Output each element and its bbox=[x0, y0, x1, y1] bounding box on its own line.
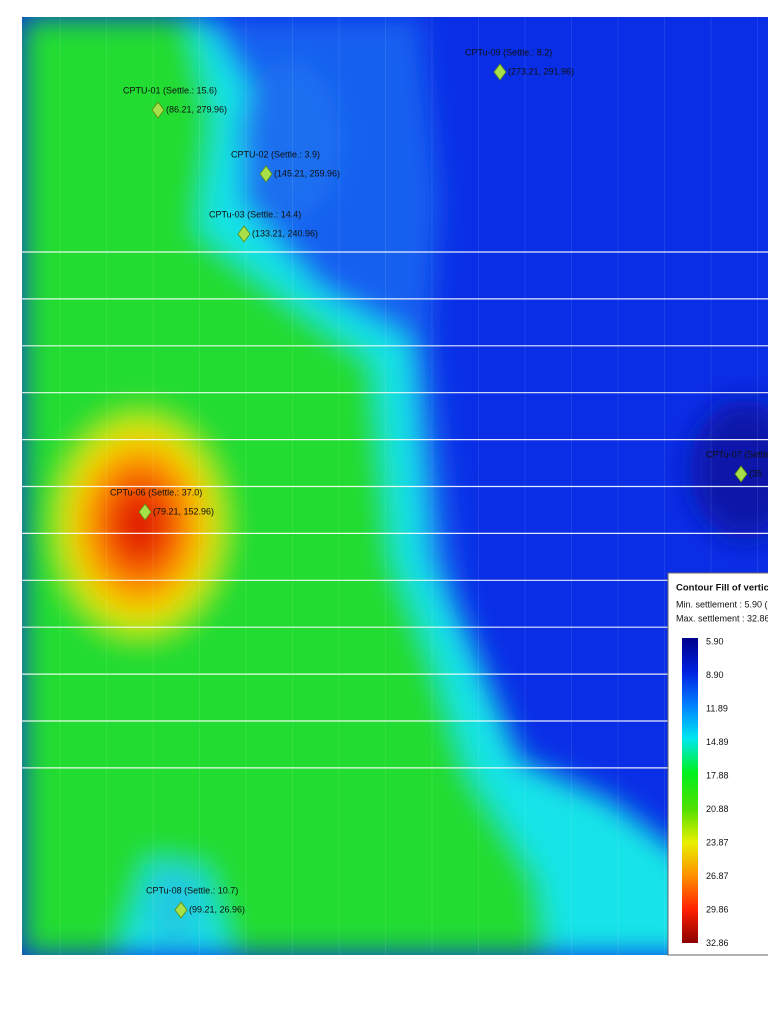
marker bbox=[138, 503, 152, 521]
point-label: CPTU-01 (Settle.: 15.6) bbox=[123, 85, 217, 95]
grid bbox=[22, 17, 768, 955]
survey-points: CPTu-09 (Settle.: 8.2) (273.21, 291.96) CP… bbox=[110, 47, 768, 919]
point-coords: (86.21, 279.96) bbox=[166, 104, 227, 114]
point-coords: (273.21, 291.96) bbox=[508, 66, 574, 76]
point-coords: (133.21, 240.96) bbox=[252, 228, 318, 238]
legend-level: 32.86 bbox=[706, 938, 729, 948]
marker bbox=[734, 465, 748, 483]
point-label: CPTu-08 (Settle.: 10.7) bbox=[146, 885, 238, 895]
legend-level: 29.86 bbox=[706, 904, 729, 914]
legend-level: 14.89 bbox=[706, 737, 729, 747]
legend-level: 8.90 bbox=[706, 670, 724, 680]
color-bar bbox=[682, 638, 698, 943]
point-label: CPTU-02 (Settle.: 3.9) bbox=[231, 149, 320, 159]
point-coords: (79.21, 152.96) bbox=[153, 506, 214, 516]
marker bbox=[237, 225, 251, 243]
legend-level: 17.88 bbox=[706, 770, 729, 780]
legend-level: 5.90 bbox=[706, 636, 724, 646]
legend-level: 26.87 bbox=[706, 871, 729, 881]
point-label: CPTu-09 (Settle.: 8.2) bbox=[465, 47, 552, 57]
point-coords: (35 bbox=[749, 468, 762, 478]
point-label: CPTu-06 (Settle.: 37.0) bbox=[110, 487, 202, 497]
point-label: CPTu-03 (Settle.: 14.4) bbox=[209, 209, 301, 219]
marker bbox=[174, 901, 188, 919]
legend: Contour Fill of vertical sett Min. settl… bbox=[667, 572, 768, 956]
legend-min: Min. settlement : 5.90 (cm) bbox=[676, 599, 768, 609]
point-coords: (99.21, 26.96) bbox=[189, 904, 245, 914]
legend-level: 23.87 bbox=[706, 837, 729, 847]
marker bbox=[493, 63, 507, 81]
legend-level: 20.88 bbox=[706, 804, 729, 814]
legend-max: Max. settlement : 32.86 (cm) bbox=[676, 613, 768, 623]
legend-level: 11.89 bbox=[706, 703, 728, 713]
marker bbox=[151, 101, 165, 119]
point-coords: (145.21, 259.96) bbox=[274, 168, 340, 178]
marker bbox=[259, 165, 273, 183]
legend-title: Contour Fill of vertical sett bbox=[676, 583, 768, 594]
point-label: CPTu-07 (Settle.: bbox=[706, 449, 768, 459]
